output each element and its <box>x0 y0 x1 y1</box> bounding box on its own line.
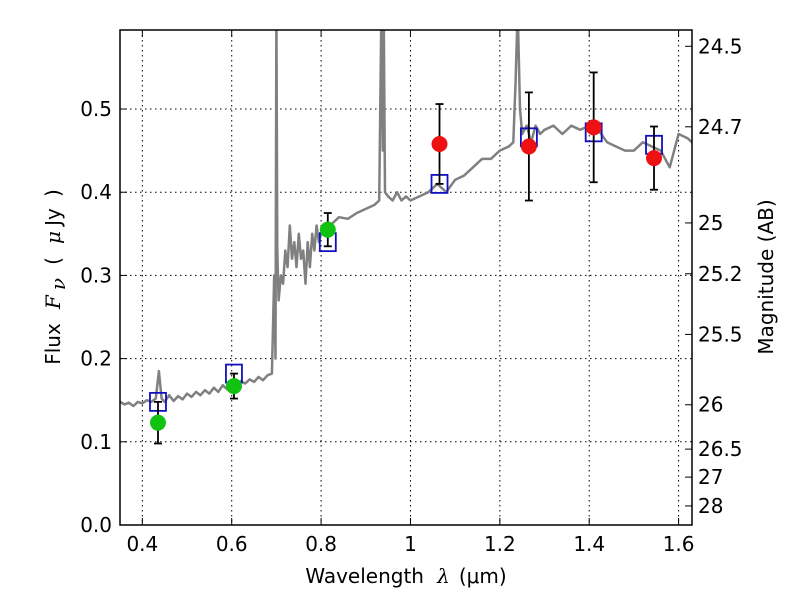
y-axis-label: Flux F ν ( μ Jy ) <box>41 189 70 365</box>
x-tick-label: 0.6 <box>216 532 248 556</box>
y-tick-label: 0.2 <box>80 347 112 371</box>
y-tick-label: 0.4 <box>80 180 112 204</box>
observed-point <box>585 119 602 136</box>
x-tick-label: 1.2 <box>484 532 516 556</box>
observed-point <box>520 138 537 155</box>
x-tick-label: 1.6 <box>663 532 695 556</box>
y2-axis-label: Magnitude (AB) <box>754 199 778 354</box>
y2-tick-label: 24.5 <box>698 34 743 58</box>
y2-tick-label: 25.2 <box>698 262 743 286</box>
y2-tick-label: 25.5 <box>698 322 743 346</box>
x-tick-label: 0.8 <box>305 532 337 556</box>
observed-point <box>646 150 663 167</box>
y2-tick-label: 24.7 <box>698 115 743 139</box>
y-tick-label: 0.5 <box>80 97 112 121</box>
x-tick-label: 1 <box>404 532 417 556</box>
observed-point <box>319 221 336 238</box>
y2-tick-label: 26.5 <box>698 437 743 461</box>
spectrum-line <box>120 30 692 408</box>
observed-point <box>149 414 166 431</box>
axes-frame <box>119 29 693 526</box>
y2-tick-label: 27 <box>698 465 723 489</box>
observed-point <box>225 378 242 395</box>
y2-tick-label: 25 <box>698 211 723 235</box>
y-tick-label: 0.3 <box>80 263 112 287</box>
x-tick-label: 1.4 <box>573 532 605 556</box>
ticks: 0.4 0.6 0.8 1 1.2 1.4 1.6 0.0 0.1 0.2 0.3 0.4 0.5 24.… <box>80 30 743 556</box>
y-tick-label: 0.0 <box>80 513 112 537</box>
y-tick-label: 0.1 <box>80 430 112 454</box>
y2-tick-label: 28 <box>698 494 723 518</box>
x-tick-label: 0.4 <box>126 532 158 556</box>
plot-area <box>120 30 692 445</box>
y2-tick-label: 26 <box>698 393 723 417</box>
x-axis-label: Wavelength λ (μm) <box>305 564 506 588</box>
observed-point <box>431 135 448 152</box>
